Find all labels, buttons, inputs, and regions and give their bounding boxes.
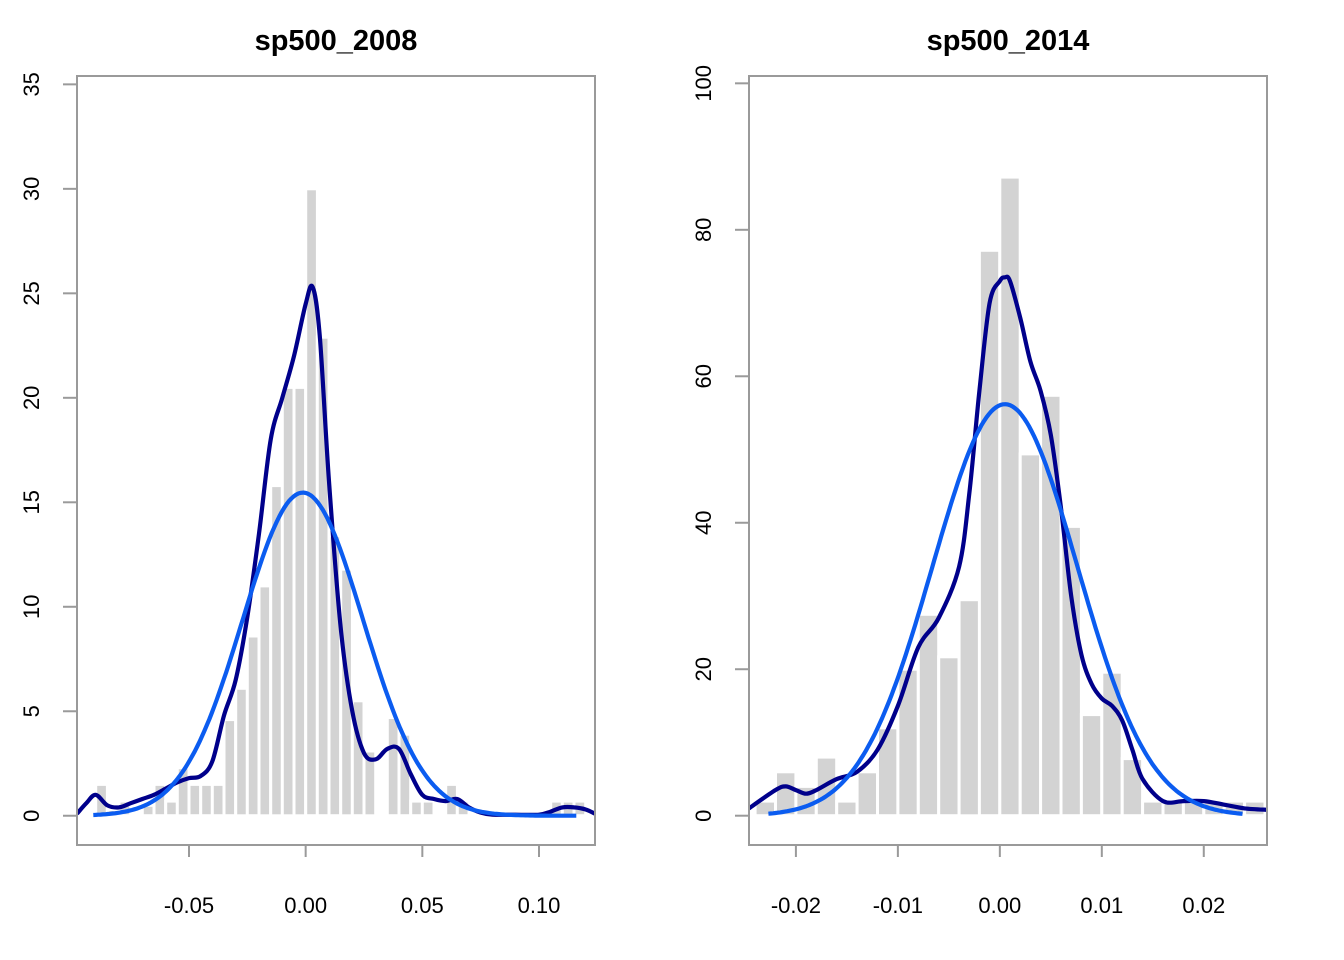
x-tick-label: 0.10 [518,893,561,918]
x-tick-label: 0.01 [1080,893,1123,918]
normal-fit-curve [768,402,1243,816]
histogram-bar [292,385,308,818]
y-tick-label: 20 [691,657,716,681]
histogram-bar [420,799,436,818]
histogram-bar [937,655,961,818]
histogram-bar [199,782,214,818]
histogram-bar [855,770,879,818]
y-tick-label: 20 [19,386,44,410]
x-tick-label: 0.00 [978,893,1021,918]
histogram-bar [409,799,424,818]
histogram-bar [187,782,203,818]
y-tick-label: 0 [691,810,716,822]
panel-sp500-2008: sp500_2008 -0.05 0.00 0.05 0.10 0 5 10 15 20 25 3… [19,25,596,918]
x-tick-label: -0.02 [771,893,821,918]
histogram-bar [957,598,981,818]
y-tick-label: 0 [19,810,44,822]
histogram-bar [835,799,859,818]
density-curves [749,274,1267,816]
density-curves [77,283,595,818]
y-tick-label: 40 [691,511,716,535]
histogram-bars [94,187,588,818]
histogram-bar [234,686,249,818]
y-tick-label: 80 [691,218,716,242]
y-axis: 0 5 10 15 20 25 30 35 [19,72,78,822]
x-tick-label: 0.02 [1182,893,1225,918]
histogram-bar [222,718,238,818]
histogram-bar [210,782,226,818]
kernel-density-curve [749,274,1267,812]
y-tick-label: 25 [19,281,44,305]
y-tick-label: 15 [19,490,44,514]
x-axis: -0.05 0.00 0.05 0.10 [164,844,561,918]
normal-fit-curve [93,490,577,818]
histogram-bar [977,248,1002,818]
y-axis: 0 20 40 60 80 100 [691,65,750,822]
y-tick-label: 60 [691,364,716,388]
histogram-bar [164,799,179,818]
panel-sp500-2014: sp500_2014 -0.02 -0.01 0.00 0.01 0.02 0 20 40 6… [691,25,1268,918]
chart-title: sp500_2008 [255,25,418,57]
histogram-bar [245,634,261,818]
y-tick-label: 30 [19,177,44,201]
y-tick-label: 10 [19,595,44,619]
histogram-bar [1079,713,1104,818]
histogram-bar [385,716,401,818]
chart-title: sp500_2014 [927,25,1090,57]
x-tick-label: 0.00 [284,893,327,918]
x-tick-label: -0.01 [873,893,923,918]
histogram-bar [257,584,273,818]
histogram-bar [1018,452,1043,818]
x-axis: -0.02 -0.01 0.00 0.01 0.02 [771,844,1225,918]
histogram-bar [998,175,1022,818]
histogram-bars [753,175,1267,818]
histogram-bar [362,749,378,818]
histogram-bar [1059,524,1083,818]
y-tick-label: 100 [691,65,716,102]
y-tick-label: 5 [19,705,44,717]
x-tick-label: 0.05 [401,893,444,918]
histogram-bar [1141,799,1165,818]
histogram-bar [280,385,296,818]
x-tick-label: -0.05 [164,893,214,918]
y-tick-label: 35 [19,72,44,96]
